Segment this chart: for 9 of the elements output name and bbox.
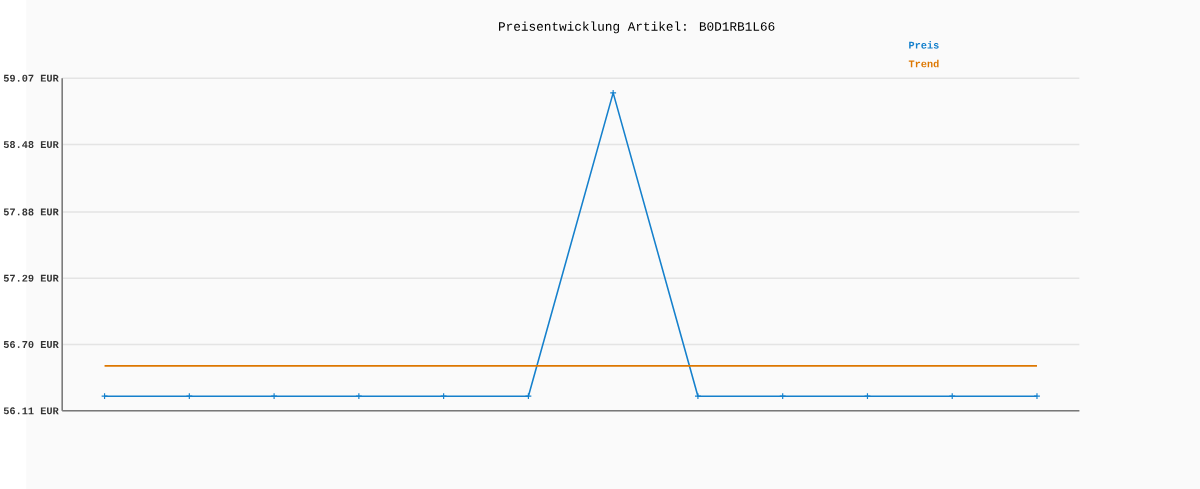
chart-title: Preisentwicklung Artikel: B0D1RB1L66 [499, 21, 775, 34]
y-tick-label: 56.70 EUR [3, 341, 59, 348]
y-tick-label: 59.07 EUR [3, 74, 59, 82]
y-tick-label: 57.88 EUR [3, 208, 59, 216]
y-tick-label: 57.29 EUR [3, 274, 59, 282]
text: Trend [908, 59, 939, 68]
text: Preis [909, 41, 939, 49]
y-tick-label: 58.48 EUR [3, 141, 59, 148]
y-tick-label: 56.11 EUR [3, 407, 59, 415]
